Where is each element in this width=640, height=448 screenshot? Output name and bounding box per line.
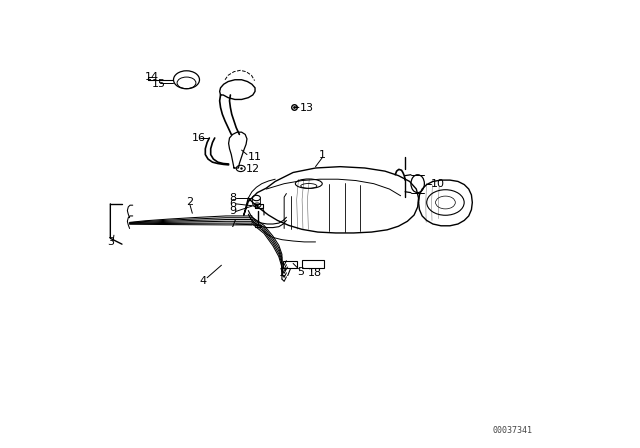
Bar xyxy=(302,260,324,268)
Bar xyxy=(284,261,297,268)
Text: 4: 4 xyxy=(199,276,206,286)
Text: 8: 8 xyxy=(230,193,237,203)
Text: 6: 6 xyxy=(230,199,237,209)
Text: 16: 16 xyxy=(192,133,206,143)
Text: 10: 10 xyxy=(431,179,445,189)
Text: 12: 12 xyxy=(246,164,260,174)
Text: 15: 15 xyxy=(152,79,166,89)
Text: 13: 13 xyxy=(300,103,314,113)
Text: 1: 1 xyxy=(319,150,326,159)
Text: 5: 5 xyxy=(297,267,304,277)
Text: 17: 17 xyxy=(279,268,293,278)
Text: 9: 9 xyxy=(230,207,237,216)
Text: 11: 11 xyxy=(248,152,261,162)
Text: 3: 3 xyxy=(107,237,114,247)
Text: 14: 14 xyxy=(145,72,159,82)
Text: 18: 18 xyxy=(307,268,321,278)
Text: 2: 2 xyxy=(186,198,194,207)
Text: 7: 7 xyxy=(230,219,237,229)
Text: 00037341: 00037341 xyxy=(493,426,532,435)
